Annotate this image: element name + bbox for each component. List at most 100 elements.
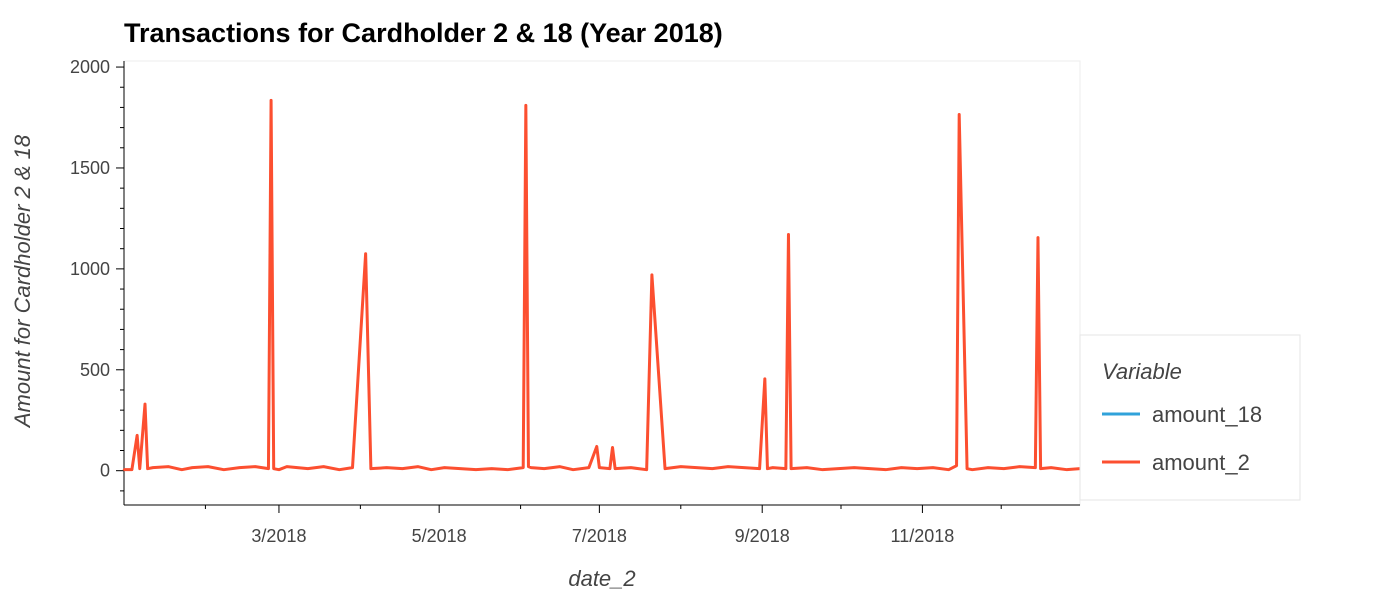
data-point <box>191 466 194 469</box>
data-point <box>474 468 478 471</box>
x-tick-label: 7/2018 <box>572 526 627 546</box>
data-point <box>571 468 575 471</box>
y-tick-label: 500 <box>80 360 110 380</box>
data-point <box>167 465 170 468</box>
data-point <box>351 466 354 469</box>
data-point <box>789 467 793 470</box>
data-point <box>143 402 147 406</box>
x-tick-label: 11/2018 <box>891 526 955 546</box>
data-point <box>915 467 919 470</box>
data-point <box>1049 466 1053 469</box>
data-point <box>543 467 546 470</box>
data-point <box>254 465 257 468</box>
legend-label-amount-2[interactable]: amount_2 <box>1152 450 1250 475</box>
data-point <box>663 467 667 470</box>
data-point <box>222 468 225 471</box>
data-point <box>931 466 935 469</box>
data-point <box>587 466 591 469</box>
data-point <box>947 468 950 471</box>
data-point <box>711 467 714 470</box>
data-point <box>957 113 961 116</box>
data-point <box>135 434 139 437</box>
data-point <box>130 468 134 471</box>
data-point <box>529 466 533 469</box>
y-axis: 0 500 1000 1500 2000 <box>70 57 125 505</box>
data-point <box>522 466 525 469</box>
data-point <box>608 467 612 470</box>
data-point <box>267 467 270 470</box>
data-point <box>206 465 210 468</box>
data-point <box>122 468 126 471</box>
data-point <box>986 466 990 469</box>
series-line-amount-2[interactable] <box>124 98 1081 472</box>
legend-box <box>1079 334 1301 501</box>
data-point <box>598 466 601 469</box>
data-point <box>868 467 872 470</box>
data-point <box>742 466 746 469</box>
data-point <box>821 468 824 471</box>
data-point <box>766 467 769 470</box>
y-tick-label: 2000 <box>70 57 110 77</box>
data-point <box>146 467 149 470</box>
data-point <box>272 467 275 470</box>
data-point <box>611 446 614 449</box>
data-point <box>955 464 958 467</box>
data-point <box>763 377 767 381</box>
y-tick-label: 1000 <box>70 259 110 279</box>
data-point <box>490 467 493 470</box>
legend: Variable amount_18 amount_2 <box>1079 334 1301 501</box>
data-point <box>1002 467 1006 470</box>
data-point <box>296 466 299 469</box>
data-point <box>458 467 462 470</box>
series-layer <box>122 98 1082 472</box>
data-point <box>151 466 155 469</box>
y-axis-label: Amount for Cardholder 2 & 18 <box>10 134 35 429</box>
data-point <box>527 465 530 468</box>
data-point <box>1018 465 1021 468</box>
data-point <box>364 252 367 255</box>
x-tick-label: 9/2018 <box>735 526 790 546</box>
data-point <box>416 465 420 468</box>
data-point <box>965 467 969 470</box>
data-point <box>385 466 388 469</box>
data-point <box>277 468 281 471</box>
data-point <box>884 468 887 471</box>
x-tick-label: 5/2018 <box>412 526 467 546</box>
data-point <box>695 466 698 469</box>
chart-title: Transactions for Cardholder 2 & 18 (Year… <box>124 18 723 48</box>
data-point <box>805 466 809 469</box>
data-point <box>726 465 730 468</box>
legend-label-amount-18[interactable]: amount_18 <box>1152 402 1262 427</box>
data-point <box>524 104 528 107</box>
data-point <box>138 467 141 470</box>
data-point <box>971 468 974 471</box>
data-point <box>852 466 856 469</box>
y-tick-label: 1500 <box>70 158 110 178</box>
data-point <box>269 99 273 102</box>
data-point <box>787 233 790 236</box>
data-point <box>784 467 788 470</box>
data-point <box>506 468 509 471</box>
data-point <box>238 466 241 469</box>
data-point <box>443 466 446 469</box>
data-point <box>1036 236 1040 239</box>
x-axis-label: date_2 <box>568 566 635 591</box>
data-point <box>306 467 310 470</box>
data-point <box>771 466 774 469</box>
data-point <box>285 465 289 468</box>
data-point <box>338 468 341 471</box>
data-point <box>629 466 633 469</box>
data-point <box>900 466 903 469</box>
data-point <box>180 468 183 471</box>
data-point <box>645 468 648 471</box>
data-point <box>1065 468 1069 471</box>
data-point <box>401 467 404 470</box>
data-point <box>1039 467 1042 470</box>
data-point <box>369 467 373 470</box>
legend-title: Variable <box>1102 359 1182 384</box>
data-point <box>613 467 617 470</box>
data-point <box>595 445 598 448</box>
x-axis: 3/2018 5/2018 7/2018 9/2018 11/2018 <box>124 504 1080 546</box>
data-point <box>758 467 761 470</box>
